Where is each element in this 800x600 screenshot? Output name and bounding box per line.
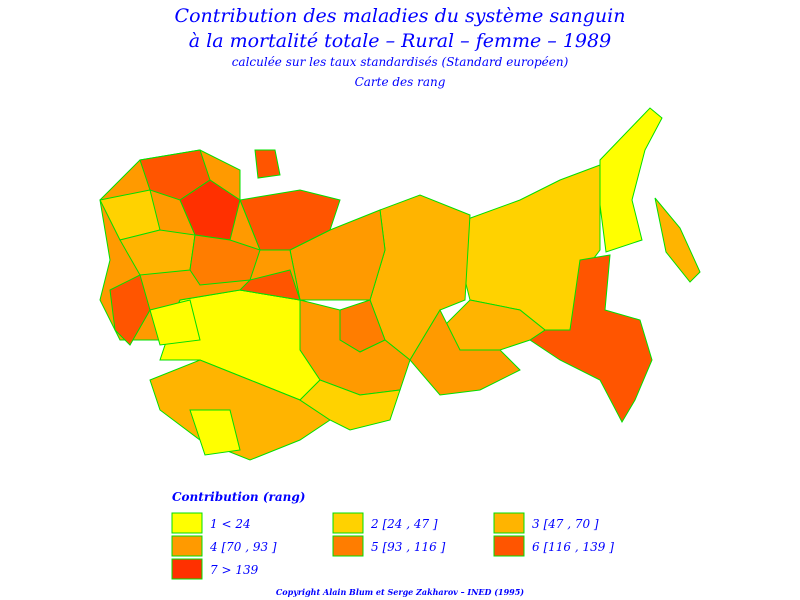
legend-label: 3 [47 , 70 ] xyxy=(532,517,599,531)
legend-swatch xyxy=(171,512,203,534)
copyright: Copyright Alain Blum et Serge Zakharov –… xyxy=(276,587,524,597)
region xyxy=(179,179,241,241)
legend-label: 6 [116 , 139 ] xyxy=(532,540,614,554)
region xyxy=(149,299,201,346)
legend-title: Contribution (rang) xyxy=(172,490,305,504)
legend-swatch xyxy=(332,535,364,557)
region xyxy=(149,359,331,461)
legend-label: 4 [70 , 93 ] xyxy=(209,540,277,554)
region xyxy=(654,197,701,283)
legend-label: 7 > 139 xyxy=(210,563,259,577)
legend: 1 < 24 2 [24 , 47 ] 3 [47 , 70 ] 4 [70 , 93… xyxy=(171,512,614,580)
region xyxy=(254,149,281,179)
subtitle: calculée sur les taux standardisés (Stan… xyxy=(232,55,569,69)
legend-swatch xyxy=(493,535,525,557)
legend-swatch xyxy=(332,512,364,534)
region xyxy=(409,308,521,396)
region xyxy=(289,209,386,301)
region xyxy=(189,409,241,456)
legend-swatch xyxy=(171,558,203,580)
legend-swatch xyxy=(493,512,525,534)
title: Contribution des maladies du système san… xyxy=(175,5,626,27)
legend-label: 1 < 24 xyxy=(210,517,251,531)
legend-swatch xyxy=(171,535,203,557)
region xyxy=(299,379,401,431)
legend-label: 5 [93 , 116 ] xyxy=(371,540,446,554)
region xyxy=(238,269,301,301)
region xyxy=(109,274,151,346)
regions xyxy=(99,107,701,461)
legend-label: 2 [24 , 47 ] xyxy=(370,517,438,531)
map-kind: Carte des rang xyxy=(355,75,446,89)
region xyxy=(599,107,663,253)
title: à la mortalité totale – Rural – femme – … xyxy=(189,30,611,52)
